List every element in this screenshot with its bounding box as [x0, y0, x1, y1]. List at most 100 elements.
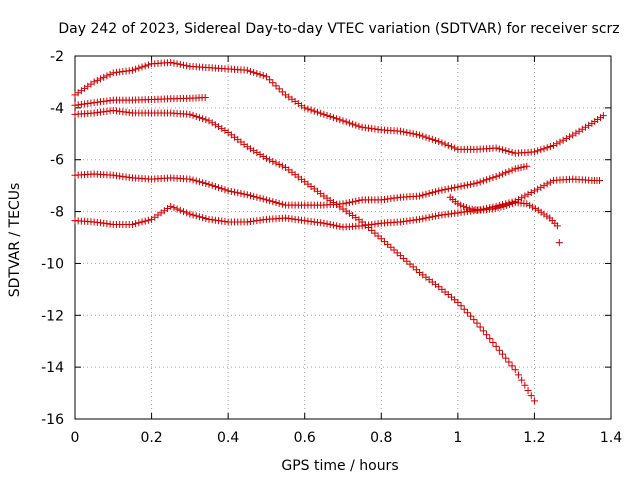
data-point: [266, 197, 274, 205]
y-tick-label: -10: [41, 256, 64, 272]
data-point: [499, 350, 507, 358]
data-point: [432, 188, 440, 196]
data-point: [246, 145, 254, 153]
data-point: [559, 136, 567, 144]
data-point: [546, 178, 554, 186]
data-point: [499, 170, 507, 178]
data-point: [454, 200, 462, 208]
data-point: [183, 209, 191, 217]
data-point: [272, 198, 280, 206]
data-point: [555, 239, 563, 247]
data-point: [543, 180, 551, 188]
data-point: [333, 222, 341, 230]
data-point: [189, 176, 197, 184]
data-point: [326, 113, 334, 120]
data-point: [511, 366, 519, 374]
data-point: [355, 122, 363, 130]
data-point: [278, 88, 286, 96]
data-point: [505, 148, 513, 156]
data-point: [438, 139, 446, 147]
data-point: [349, 120, 357, 128]
data-point: [432, 212, 440, 220]
data-point: [250, 147, 258, 155]
data-point: [441, 186, 449, 194]
data-point: [349, 198, 357, 206]
data-point: [301, 104, 309, 112]
data-point: [596, 176, 604, 184]
y-axis-label: SDTVAR / TECUs: [7, 183, 23, 298]
data-point: [352, 121, 360, 129]
data-point: [246, 67, 254, 75]
data-point: [575, 127, 583, 135]
data-point: [451, 184, 459, 192]
data-point: [416, 215, 424, 223]
data-point: [489, 174, 497, 182]
data-point: [141, 62, 149, 70]
data-point: [520, 163, 528, 171]
data-point: [492, 144, 500, 152]
data-point: [505, 358, 513, 366]
y-tick-label: -12: [41, 308, 64, 324]
data-point: [581, 123, 589, 131]
data-point: [234, 189, 242, 197]
data-point: [473, 319, 481, 327]
data-point: [518, 376, 526, 384]
data-point: [428, 135, 436, 143]
data-point: [90, 78, 98, 86]
data-point: [275, 199, 283, 207]
data-point: [323, 220, 331, 228]
data-point: [269, 157, 277, 165]
data-point: [272, 159, 280, 167]
data-point: [463, 181, 471, 189]
data-point: [278, 200, 286, 208]
data-point: [546, 143, 554, 151]
data-point: [256, 151, 264, 159]
data-point: [451, 144, 459, 152]
data-point: [476, 323, 484, 331]
data-point: [444, 141, 452, 149]
x-tick-label: 1.2: [523, 430, 545, 446]
y-tick-label: -4: [50, 101, 64, 117]
y-tick-label: -14: [41, 360, 64, 376]
data-point: [138, 63, 146, 71]
data-point: [135, 64, 143, 72]
data-point: [345, 198, 353, 206]
data-point: [333, 115, 341, 123]
data-point: [508, 362, 516, 370]
data-point: [262, 154, 270, 162]
data-point: [425, 134, 433, 142]
data-point: [495, 171, 503, 179]
chart-title: Day 242 of 2023, Sidereal Day-to-day VTE…: [58, 21, 619, 37]
data-point: [530, 187, 538, 195]
data-point: [202, 116, 210, 124]
data-point: [494, 204, 502, 212]
data-point: [499, 146, 507, 154]
data-point: [530, 148, 538, 156]
data-point: [479, 177, 487, 185]
data-point: [256, 194, 264, 202]
data-point: [500, 202, 508, 210]
data-point: [412, 130, 420, 138]
data-point: [141, 217, 149, 225]
data-point: [195, 178, 203, 186]
data-point: [438, 186, 446, 194]
data-point: [473, 179, 481, 187]
data-point: [550, 141, 558, 149]
data-point: [457, 182, 465, 190]
data-point: [441, 140, 449, 148]
data-point: [489, 339, 497, 347]
data-point: [205, 180, 213, 188]
data-point: [215, 123, 223, 131]
data-point: [355, 197, 363, 205]
data-point: [486, 335, 494, 343]
data-point: [240, 190, 248, 198]
data-point: [396, 127, 404, 135]
data-point: [342, 118, 350, 126]
data-point: [199, 214, 207, 222]
data-point: [406, 129, 414, 137]
data-point: [457, 201, 465, 209]
data-point: [138, 218, 146, 226]
data-point: [211, 121, 219, 129]
data-point: [514, 164, 522, 172]
data-point: [170, 59, 178, 67]
